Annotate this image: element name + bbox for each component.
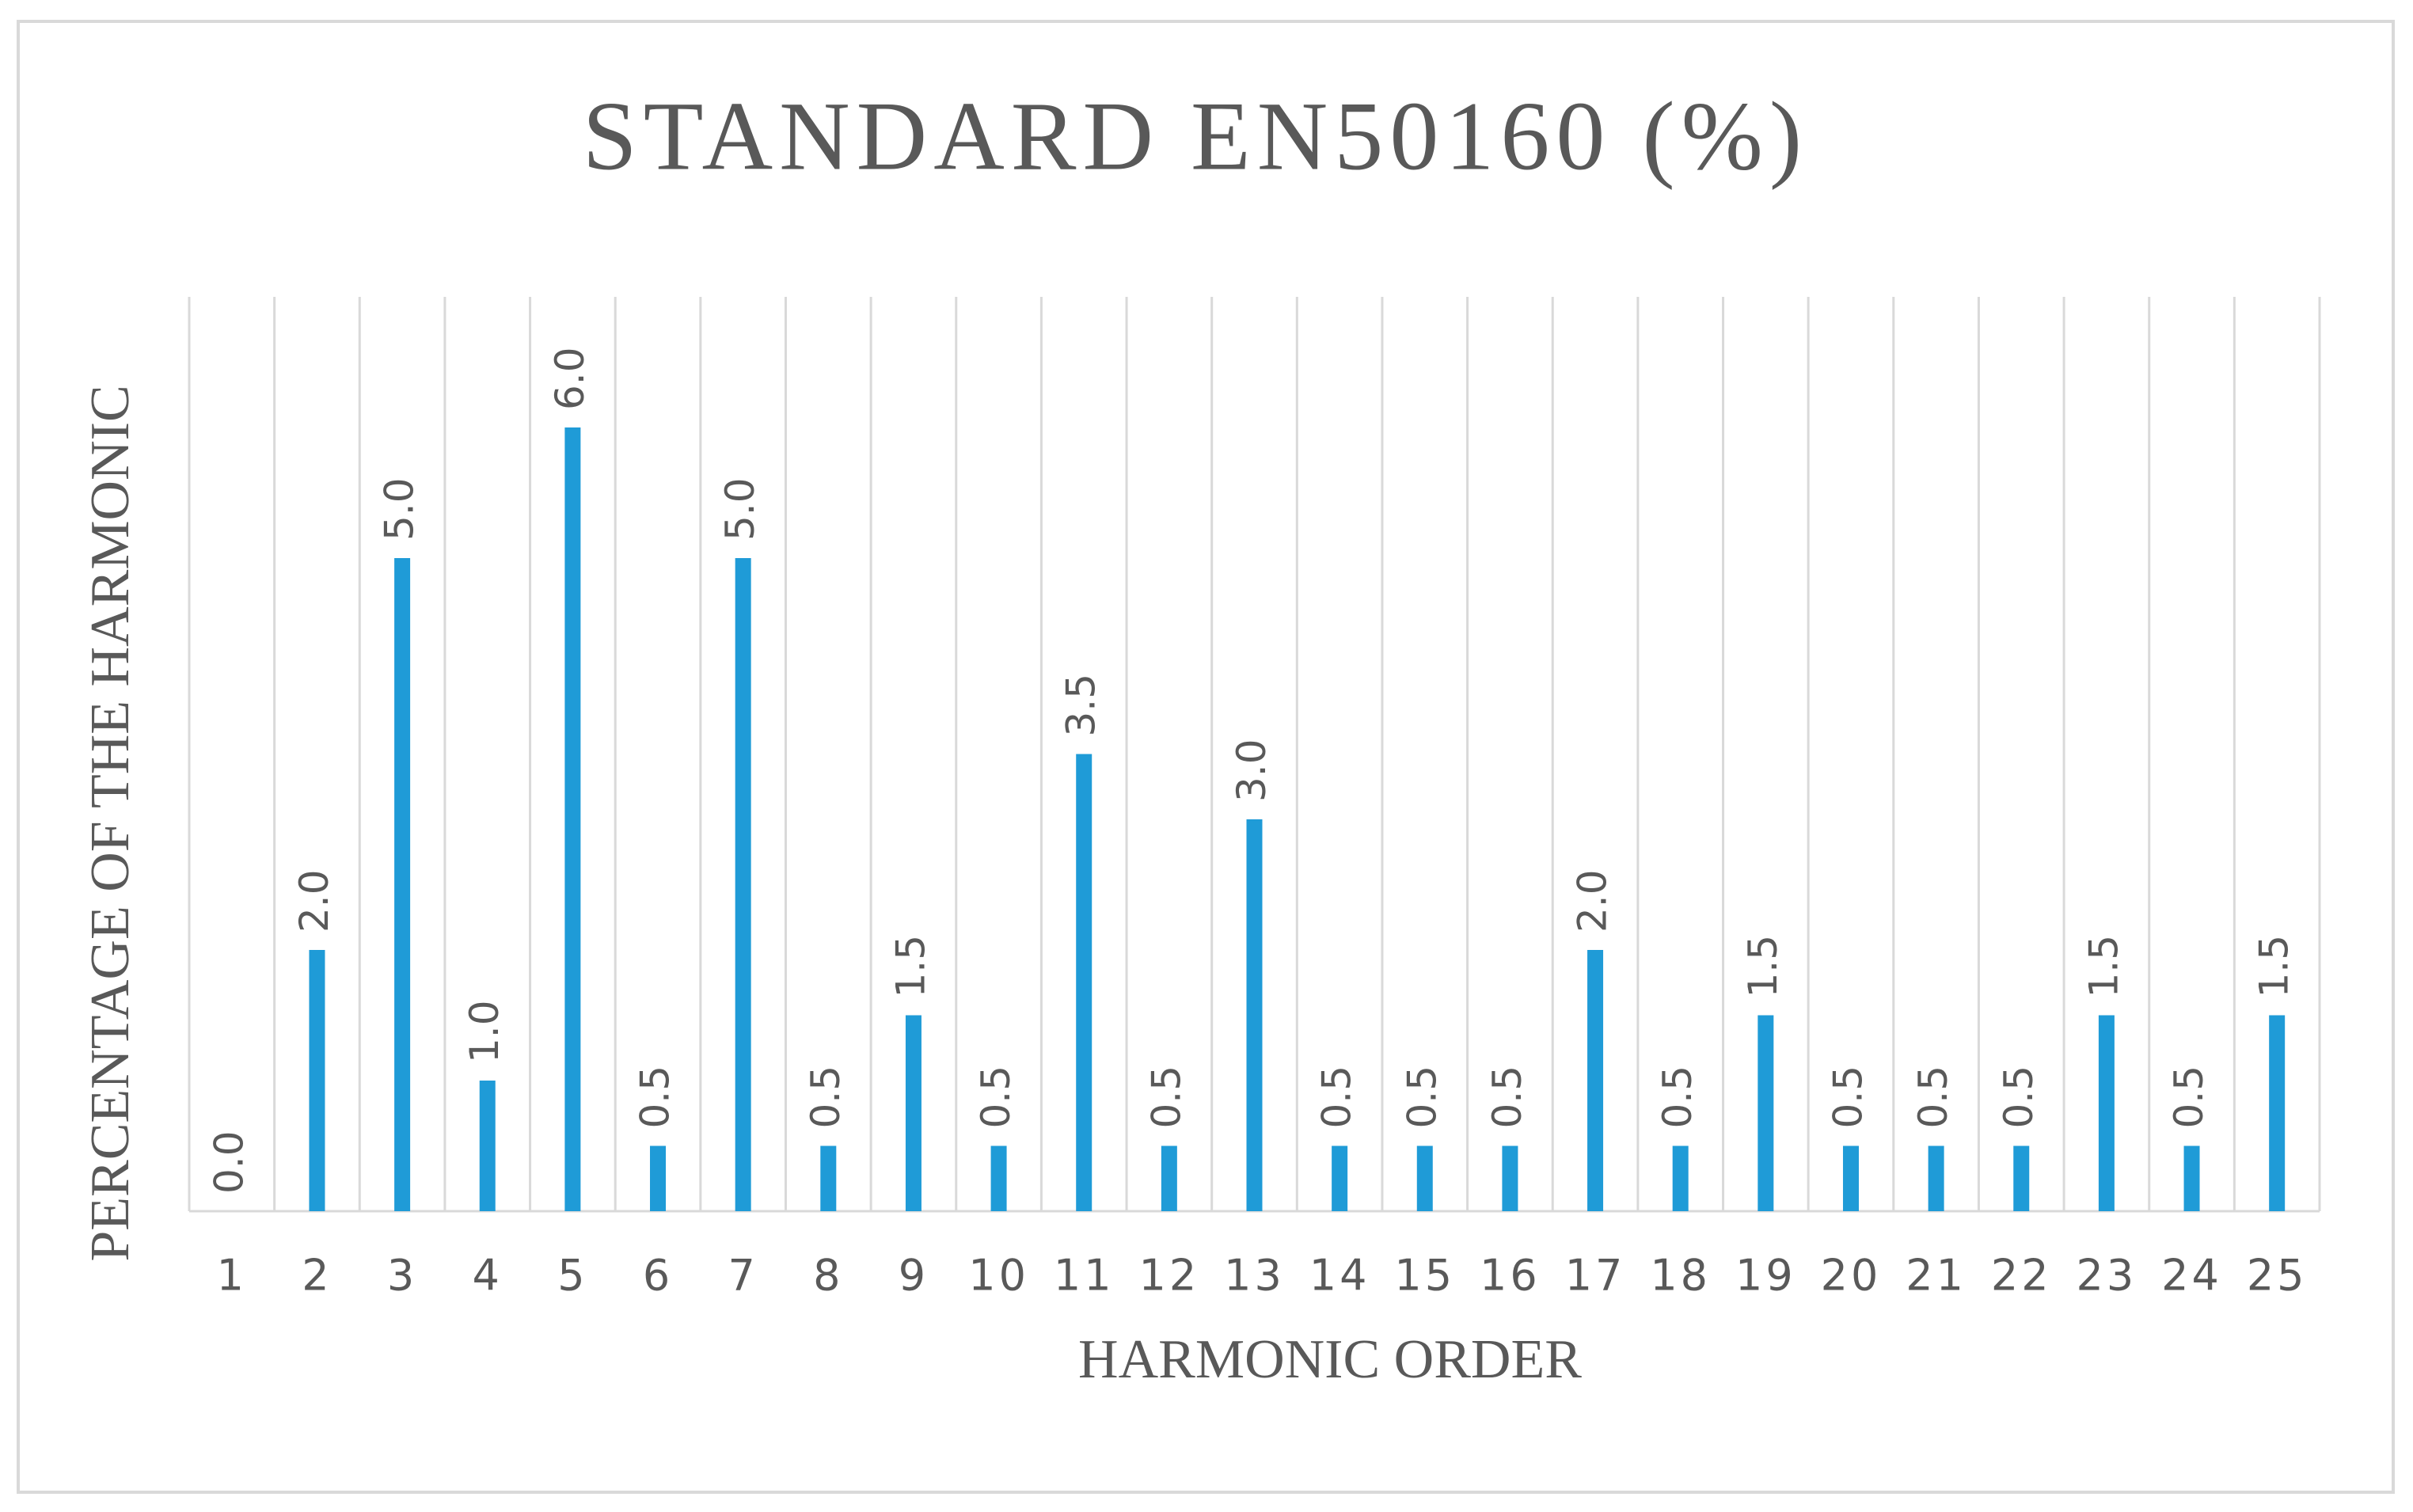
bar [905, 1015, 922, 1211]
value-label: 2.0 [1570, 869, 1616, 933]
value-label: 0.5 [1484, 1066, 1530, 1129]
x-tick-label: 15 [1394, 1251, 1455, 1301]
bar [1161, 1145, 1177, 1211]
value-label: 0.5 [1655, 1066, 1700, 1129]
y-axis-title: PERCENTAGE OF THE HARMONIC [80, 385, 141, 1261]
x-tick-label: 19 [1735, 1251, 1796, 1301]
x-tick-label: 7 [728, 1251, 758, 1301]
value-label: 3.5 [1058, 674, 1104, 737]
value-label: 0.0 [206, 1130, 252, 1194]
value-label: 2.0 [291, 869, 337, 933]
value-label: 0.5 [1143, 1066, 1189, 1129]
x-tick-label: 5 [557, 1251, 587, 1301]
bar [2183, 1145, 2200, 1211]
bar [1672, 1145, 1689, 1211]
value-label: 0.5 [1996, 1066, 2042, 1129]
chart-border [17, 20, 2395, 1494]
bar [2013, 1145, 2030, 1211]
value-label: 1.5 [2080, 935, 2126, 998]
x-tick-label: 24 [2161, 1251, 2222, 1301]
bar [2098, 1015, 2115, 1211]
x-tick-label: 23 [2077, 1251, 2138, 1301]
bar [990, 1145, 1007, 1211]
x-tick-label: 14 [1309, 1251, 1370, 1301]
bar [1758, 1015, 1774, 1211]
bar [1416, 1145, 1433, 1211]
bar [820, 1145, 837, 1211]
value-label: 0.5 [2166, 1066, 2212, 1129]
bar [1076, 754, 1092, 1211]
x-tick-label: 8 [813, 1251, 843, 1301]
x-tick-label: 13 [1224, 1251, 1285, 1301]
value-label: 1.5 [2252, 935, 2297, 998]
x-tick-label: 22 [1991, 1251, 2052, 1301]
value-label: 5.0 [717, 477, 763, 541]
bar [479, 1081, 496, 1211]
value-label: 0.5 [633, 1066, 678, 1129]
value-label: 0.5 [1314, 1066, 1360, 1129]
bar [650, 1145, 667, 1211]
x-tick-label: 3 [387, 1251, 417, 1301]
x-tick-label: 17 [1565, 1251, 1626, 1301]
x-tick-label: 25 [2247, 1251, 2308, 1301]
bar [309, 950, 325, 1211]
x-tick-label: 12 [1139, 1251, 1200, 1301]
x-tick-label: 2 [302, 1251, 332, 1301]
chart-title: STANDARD EN50160 (%) [583, 82, 1808, 190]
bar [735, 558, 751, 1211]
x-tick-label: 10 [968, 1251, 1029, 1301]
bar [2269, 1015, 2286, 1211]
x-tick-label: 6 [643, 1251, 673, 1301]
value-label: 0.5 [1825, 1066, 1871, 1129]
value-label: 0.5 [1399, 1066, 1445, 1129]
bar [394, 558, 411, 1211]
bar [564, 427, 581, 1211]
bar [1246, 819, 1263, 1211]
x-tick-label: 18 [1650, 1251, 1711, 1301]
value-label: 0.5 [1910, 1066, 1956, 1129]
value-label: 5.0 [377, 477, 423, 541]
bar [1587, 950, 1604, 1211]
bar [1928, 1145, 1944, 1211]
value-label: 1.5 [887, 935, 933, 998]
x-axis-title: HARMONIC ORDER [1078, 1329, 1582, 1390]
value-label: 0.5 [803, 1066, 849, 1129]
bar [1502, 1145, 1518, 1211]
bar [1332, 1145, 1348, 1211]
x-tick-label: 21 [1906, 1251, 1966, 1301]
value-label: 1.0 [462, 1000, 507, 1063]
x-tick-label: 20 [1821, 1251, 1882, 1301]
value-label: 3.0 [1229, 739, 1275, 802]
value-label: 6.0 [547, 347, 593, 410]
bar [1842, 1145, 1859, 1211]
x-tick-label: 1 [217, 1251, 247, 1301]
x-tick-label: 16 [1480, 1251, 1541, 1301]
value-label: 0.5 [973, 1066, 1019, 1129]
x-tick-label: 11 [1054, 1251, 1115, 1301]
value-label: 1.5 [1740, 935, 1786, 998]
x-tick-label: 9 [899, 1251, 929, 1301]
x-tick-label: 4 [473, 1251, 503, 1301]
